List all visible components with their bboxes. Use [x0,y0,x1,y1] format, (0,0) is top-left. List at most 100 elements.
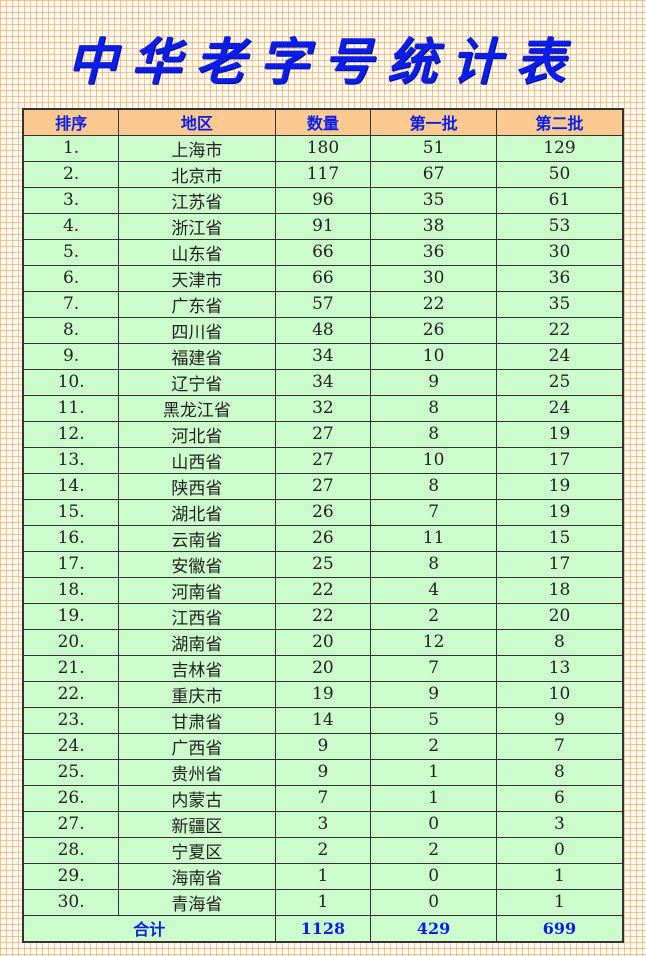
table-row: 20. 湖南省 20 12 8 [22,628,624,656]
cell-batch2: 0 [495,836,624,864]
table-row: 9. 福建省 34 10 24 [22,342,624,370]
cell-rank: 21. [22,654,120,682]
cell-batch1: 0 [370,810,497,838]
cell-rank: 10. [22,368,120,396]
cell-batch1: 35 [370,186,497,214]
cell-batch2: 36 [495,264,624,292]
cell-batch2: 13 [495,654,624,682]
table-row: 30. 青海省 1 0 1 [22,888,624,916]
cell-count: 91 [274,212,372,240]
cell-region: 甘肃省 [118,706,276,734]
cell-batch2: 9 [495,706,624,734]
cell-count: 32 [274,394,372,422]
table-row: 18. 河南省 22 4 18 [22,576,624,604]
table-row: 22. 重庆市 19 9 10 [22,680,624,708]
cell-batch1: 22 [370,290,497,318]
cell-batch1: 51 [370,134,497,162]
header-region: 地区 [118,108,276,136]
cell-rank: 29. [22,862,120,890]
cell-batch1: 38 [370,212,497,240]
cell-rank: 17. [22,550,120,578]
cell-count: 25 [274,550,372,578]
cell-count: 22 [274,602,372,630]
cell-batch2: 18 [495,576,624,604]
cell-count: 66 [274,238,372,266]
cell-rank: 2. [22,160,120,188]
cell-region: 重庆市 [118,680,276,708]
table-row: 11. 黑龙江省 32 8 24 [22,394,624,422]
cell-region: 辽宁省 [118,368,276,396]
cell-batch2: 17 [495,446,624,474]
cell-rank: 8. [22,316,120,344]
cell-batch1: 8 [370,550,497,578]
cell-region: 江西省 [118,602,276,630]
cell-batch2: 24 [495,394,624,422]
cell-region: 新疆区 [118,810,276,838]
table-row: 23. 甘肃省 14 5 9 [22,706,624,734]
cell-batch1: 8 [370,420,497,448]
cell-batch1: 1 [370,758,497,786]
cell-batch2: 8 [495,758,624,786]
cell-count: 20 [274,628,372,656]
cell-batch1: 10 [370,446,497,474]
cell-region: 福建省 [118,342,276,370]
cell-count: 26 [274,524,372,552]
cell-region: 贵州省 [118,758,276,786]
cell-rank: 13. [22,446,120,474]
cell-batch2: 61 [495,186,624,214]
cell-rank: 15. [22,498,120,526]
cell-batch1: 36 [370,238,497,266]
header-row: 排序 地区 数量 第一批 第二批 [22,108,624,136]
cell-region: 湖南省 [118,628,276,656]
cell-batch2: 50 [495,160,624,188]
cell-count: 66 [274,264,372,292]
cell-region: 青海省 [118,888,276,916]
cell-batch1: 0 [370,862,497,890]
cell-count: 48 [274,316,372,344]
total-label: 合计 [22,914,276,943]
cell-region: 黑龙江省 [118,394,276,422]
cell-rank: 6. [22,264,120,292]
cell-region: 安徽省 [118,550,276,578]
cell-region: 江苏省 [118,186,276,214]
cell-batch2: 53 [495,212,624,240]
cell-batch2: 1 [495,862,624,890]
cell-rank: 27. [22,810,120,838]
cell-batch2: 30 [495,238,624,266]
cell-batch2: 17 [495,550,624,578]
cell-batch2: 7 [495,732,624,760]
header-batch2: 第二批 [495,108,624,136]
cell-region: 湖北省 [118,498,276,526]
cell-count: 1 [274,862,372,890]
cell-rank: 19. [22,602,120,630]
table-row: 19. 江西省 22 2 20 [22,602,624,630]
cell-count: 96 [274,186,372,214]
table-row: 29. 海南省 1 0 1 [22,862,624,890]
cell-batch2: 19 [495,472,624,500]
table-row: 6. 天津市 66 30 36 [22,264,624,292]
cell-batch1: 8 [370,394,497,422]
table-row: 24. 广西省 9 2 7 [22,732,624,760]
table-row: 16. 云南省 26 11 15 [22,524,624,552]
cell-batch1: 2 [370,602,497,630]
cell-count: 19 [274,680,372,708]
cell-rank: 26. [22,784,120,812]
header-rank: 排序 [22,108,120,136]
cell-region: 天津市 [118,264,276,292]
cell-region: 内蒙古 [118,784,276,812]
cell-region: 广东省 [118,290,276,318]
cell-batch2: 129 [495,134,624,162]
table-row: 7. 广东省 57 22 35 [22,290,624,318]
table-row: 5. 山东省 66 36 30 [22,238,624,266]
cell-batch1: 9 [370,368,497,396]
cell-batch1: 9 [370,680,497,708]
cell-region: 上海市 [118,134,276,162]
cell-batch2: 22 [495,316,624,344]
table-row: 10. 辽宁省 34 9 25 [22,368,624,396]
cell-rank: 20. [22,628,120,656]
cell-batch1: 7 [370,498,497,526]
cell-region: 广西省 [118,732,276,760]
cell-count: 2 [274,836,372,864]
cell-count: 14 [274,706,372,734]
cell-region: 山东省 [118,238,276,266]
